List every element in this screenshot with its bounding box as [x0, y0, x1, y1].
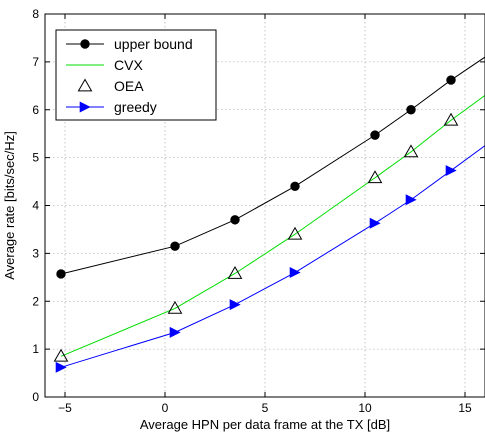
ticks: −5 0 5 10 15 0 1 2 3 4 5 6 7 8 — [32, 7, 485, 415]
x-tick-label: 5 — [262, 401, 269, 415]
y-tick-label: 6 — [32, 103, 39, 117]
x-tick-label: 0 — [162, 401, 169, 415]
y-tick-label: 0 — [32, 390, 39, 404]
data-point-oea — [367, 170, 383, 184]
legend-label-cvx: CVX — [114, 57, 143, 73]
y-tick-label: 1 — [32, 342, 39, 356]
y-tick-label: 7 — [32, 55, 39, 69]
data-point-oea — [287, 226, 303, 240]
legend-marker-oea — [77, 78, 93, 92]
y-tick-label: 8 — [32, 7, 39, 21]
data-point-upper-bound — [170, 241, 180, 251]
x-tick-label: 10 — [358, 401, 372, 415]
data-point-oea — [53, 348, 69, 362]
data-point-upper-bound — [230, 215, 240, 225]
series-line-upper-bound — [60, 56, 485, 275]
data-point-upper-bound — [290, 181, 300, 192]
series-line-cvx — [60, 94, 485, 357]
legend-label-oea: OEA — [114, 78, 144, 94]
legend-label-greedy: greedy — [114, 99, 157, 115]
data-point-greedy — [445, 165, 457, 177]
x-tick-label: −5 — [58, 401, 72, 415]
data-point-greedy — [405, 194, 417, 206]
series-greedy — [55, 145, 485, 373]
series-line-greedy — [60, 145, 485, 368]
data-point-greedy — [55, 361, 67, 373]
series-layer — [53, 56, 485, 373]
y-tick-label: 5 — [32, 151, 39, 165]
x-tick-label: 15 — [458, 401, 472, 415]
data-point-upper-bound — [406, 105, 416, 115]
data-point-upper-bound — [56, 269, 66, 279]
data-point-greedy — [169, 326, 181, 338]
series-oea — [53, 112, 459, 362]
y-axis-label: Average rate [bits/sec/Hz] — [2, 131, 17, 280]
data-point-oea — [443, 112, 459, 126]
y-tick-label: 4 — [32, 199, 39, 213]
series-upper-bound — [56, 56, 485, 279]
data-point-greedy — [289, 267, 301, 279]
data-point-upper-bound — [370, 130, 380, 140]
series-cvx — [60, 94, 485, 357]
y-tick-label: 2 — [32, 294, 39, 308]
legend: upper bound CVX OEA greedy — [55, 29, 217, 121]
legend-label-upper-bound: upper bound — [114, 36, 193, 52]
data-point-upper-bound — [446, 75, 456, 85]
data-point-greedy — [229, 299, 241, 311]
legend-marker-upper-bound — [80, 39, 90, 49]
legend-marker-greedy — [79, 101, 91, 113]
y-tick-label: 3 — [32, 246, 39, 260]
data-point-oea — [227, 265, 243, 279]
data-point-greedy — [369, 217, 381, 229]
x-axis-label: Average HPN per data frame at the TX [dB… — [140, 417, 390, 432]
data-point-oea — [403, 144, 419, 158]
data-point-oea — [167, 300, 183, 314]
